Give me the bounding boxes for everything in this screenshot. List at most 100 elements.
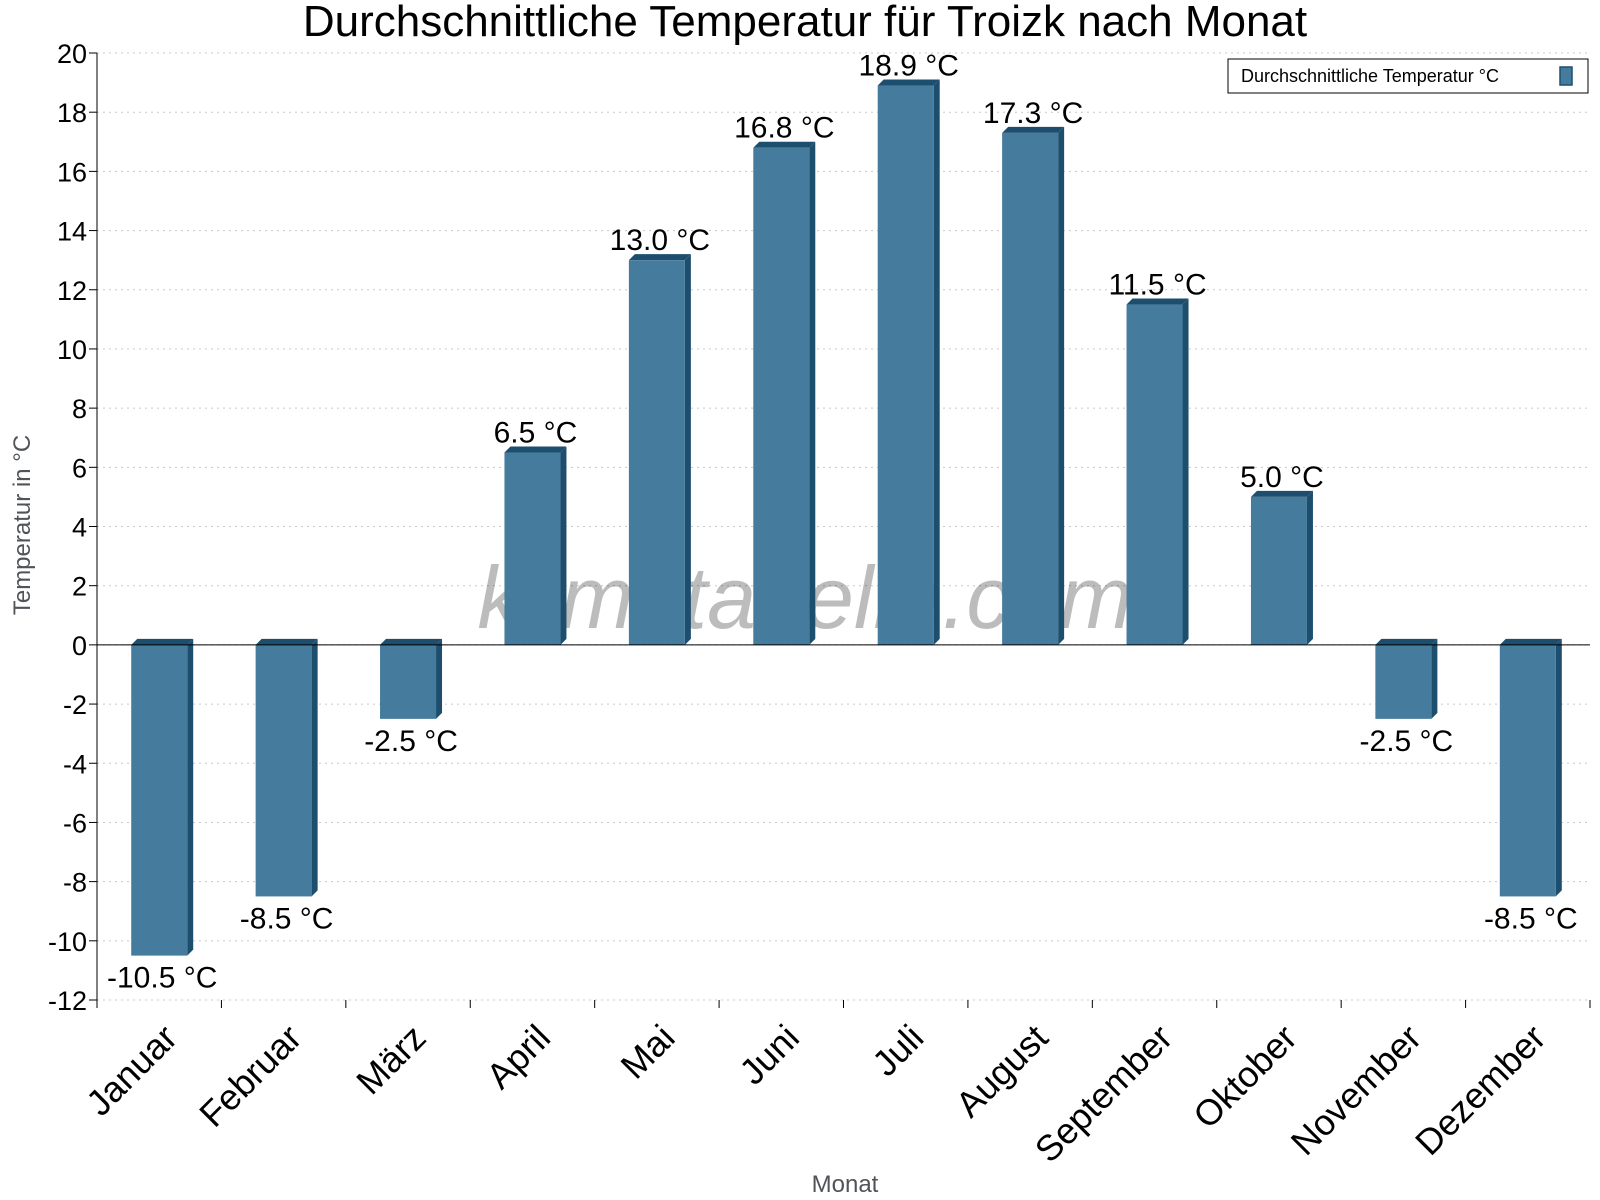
- legend-swatch: [1559, 66, 1573, 86]
- bar: [753, 147, 810, 645]
- x-tick-label: Oktober: [1185, 1017, 1305, 1137]
- chart-title: Durchschnittliche Temperatur für Troizk …: [303, 0, 1307, 46]
- data-labels: -10.5 °C -8.5 °C -2.5 °C 6.5 °C 13.0 °C 16.8 …: [107, 50, 1578, 995]
- data-label: 11.5 °C: [1108, 269, 1206, 302]
- bar-top: [628, 254, 691, 261]
- x-tick-label: Januar: [78, 1017, 185, 1124]
- bar-april: [504, 446, 567, 645]
- bar-side: [187, 638, 194, 956]
- data-label: -8.5 °C: [240, 902, 334, 935]
- bar-oktober: [1250, 490, 1313, 645]
- bar-side: [684, 254, 691, 645]
- bar-side: [1555, 638, 1562, 897]
- data-label: -2.5 °C: [364, 725, 458, 758]
- bar-side: [1431, 638, 1438, 719]
- bar-august: [1002, 126, 1065, 645]
- bar-top: [504, 446, 567, 453]
- y-tick-label: 20: [57, 39, 87, 69]
- y-tick-label: -8: [63, 868, 87, 898]
- bar-side: [1182, 298, 1189, 645]
- y-tick-label: 6: [72, 453, 87, 483]
- x-tick-label: Juni: [731, 1017, 807, 1093]
- y-tick-label: -10: [48, 927, 87, 957]
- axes: [89, 52, 1591, 1008]
- bar-top: [877, 79, 940, 86]
- bar-side: [809, 141, 816, 645]
- bar-februar: [255, 638, 318, 897]
- data-label: 17.3 °C: [983, 97, 1083, 130]
- y-tick-label: 0: [72, 631, 87, 661]
- bar-top: [380, 638, 443, 645]
- y-tick-label: 8: [72, 394, 87, 424]
- x-tick-label: August: [948, 1017, 1056, 1125]
- y-tick-label: -4: [63, 749, 87, 779]
- bar-märz: [380, 638, 443, 719]
- y-tick-label: -6: [63, 808, 87, 838]
- bar-dezember: [1499, 638, 1562, 897]
- bar: [877, 85, 934, 645]
- y-tick-label: 14: [57, 217, 87, 247]
- x-tick-labels: Januar Februar März April Mai Juni Juli AugustS…: [78, 1017, 1553, 1171]
- legend-box: [1227, 58, 1589, 94]
- bar: [131, 644, 188, 956]
- bar-januar: [131, 638, 194, 956]
- bar-side: [1306, 490, 1313, 645]
- bar-mai: [628, 254, 691, 645]
- data-label: 6.5 °C: [494, 417, 578, 450]
- data-label: -2.5 °C: [1360, 725, 1454, 758]
- x-tick-label: November: [1283, 1017, 1429, 1163]
- x-tick-label: Dezember: [1407, 1017, 1553, 1163]
- bar-top: [753, 141, 816, 148]
- bars: [131, 79, 1562, 956]
- bar-side: [311, 638, 318, 897]
- y-tick-label: 4: [72, 513, 87, 543]
- bar-top: [255, 638, 318, 645]
- bar-juni: [753, 141, 816, 645]
- x-tick-label: März: [348, 1017, 434, 1103]
- bar: [1126, 304, 1183, 645]
- bar: [1250, 496, 1307, 645]
- y-tick-label: 10: [57, 335, 87, 365]
- bar-november: [1375, 638, 1438, 719]
- data-label: -8.5 °C: [1484, 902, 1578, 935]
- y-tick-label: 2: [72, 572, 87, 602]
- gridlines: [97, 52, 1590, 1001]
- bar-side: [436, 638, 443, 719]
- y-tick-label: 18: [57, 98, 87, 128]
- bar: [380, 644, 437, 719]
- y-axis-label: Temperatur in °C: [9, 435, 36, 615]
- y-tick-label: 12: [57, 276, 87, 306]
- bar-side: [933, 79, 940, 645]
- bar-top: [1250, 490, 1313, 497]
- bar-top: [1375, 638, 1438, 645]
- data-label: -10.5 °C: [107, 962, 217, 995]
- data-label: 18.9 °C: [859, 50, 959, 83]
- bar-september: [1126, 298, 1189, 645]
- bar: [1002, 132, 1059, 645]
- data-label: 16.8 °C: [734, 112, 834, 145]
- x-tick-label: Juli: [864, 1017, 931, 1084]
- legend-label: Durchschnittliche Temperatur °C: [1241, 66, 1499, 86]
- x-axis-label: Monat: [812, 1171, 879, 1198]
- data-label: 5.0 °C: [1240, 461, 1324, 494]
- data-label: 13.0 °C: [610, 224, 710, 257]
- bar: [1375, 644, 1432, 719]
- bar-top: [131, 638, 194, 645]
- y-tick-label: -12: [48, 986, 87, 1016]
- x-tick-label: Mai: [613, 1017, 683, 1087]
- x-tick-label: Februar: [191, 1017, 309, 1135]
- legend: Durchschnittliche Temperatur °C: [1227, 58, 1589, 94]
- bar: [504, 452, 561, 645]
- bar-side: [560, 446, 567, 645]
- y-tick-label: -2: [63, 690, 87, 720]
- bar-side: [1058, 126, 1065, 645]
- bar: [1499, 644, 1556, 897]
- bar-juli: [877, 79, 940, 645]
- bar-top: [1499, 638, 1562, 645]
- x-tick-label: April: [478, 1017, 558, 1097]
- y-tick-label: 16: [57, 157, 87, 187]
- bar-top: [1002, 126, 1065, 133]
